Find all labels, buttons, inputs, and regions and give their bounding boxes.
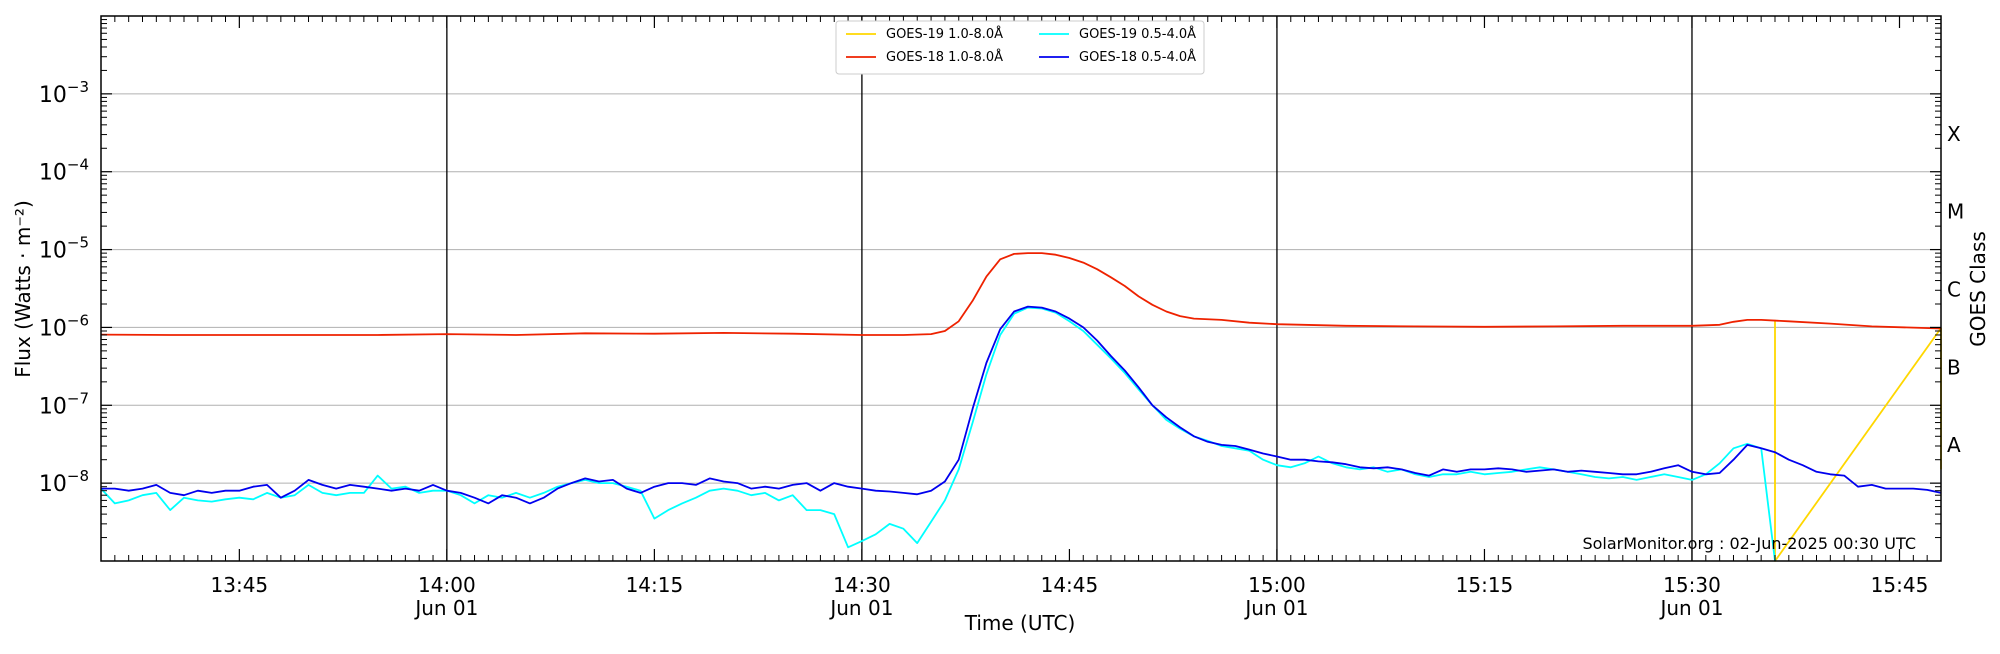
series-layer (100, 252, 1942, 562)
y-axis-title: Flux (Watts · m⁻²) (11, 200, 35, 378)
x-tick-label: 15:45 (1871, 573, 1929, 597)
series-line (100, 252, 1942, 336)
y-tick-labels: 10−8 10−7 10−6 10−5 10−4 10−3 (39, 78, 89, 497)
day-marker-lines (446, 16, 1693, 561)
y-tick-label: 10−8 (39, 467, 89, 497)
x-tick-label: 14:00 (418, 573, 476, 597)
grid-layer (101, 93, 1941, 484)
x-tick-date-label: Jun 01 (1658, 596, 1723, 620)
goes-class-label: X (1947, 122, 1961, 146)
x-tick-date-label: Jun 01 (1243, 596, 1308, 620)
legend-label: GOES-19 0.5-4.0Å (1079, 26, 1196, 42)
legend-box (835, 20, 1205, 75)
goes-class-label: A (1947, 433, 1961, 457)
series-line (1774, 319, 1942, 562)
series-line (100, 306, 1776, 562)
goes-class-label: B (1947, 355, 1961, 379)
right-axis-title: GOES Class (1966, 231, 1990, 347)
goes-class-labels: A B C M X (1947, 122, 1964, 457)
y-tick-label: 10−3 (39, 78, 89, 108)
legend-label: GOES-19 1.0-8.0Å (886, 26, 1003, 42)
series-line (101, 305, 1942, 505)
x-axis-title: Time (UTC) (964, 611, 1076, 635)
x-tick-date-label: Jun 01 (828, 596, 893, 620)
legend-label: GOES-18 0.5-4.0Å (1079, 49, 1196, 65)
tick-layer (100, 16, 1942, 561)
y-tick-label: 10−5 (39, 234, 89, 264)
y-tick-label: 10−6 (39, 311, 89, 341)
x-tick-date-label: Jun 01 (413, 596, 478, 620)
watermark: SolarMonitor.org : 02-Jun-2025 00:30 UTC (1582, 534, 1916, 553)
x-tick-label: 14:30 (833, 573, 891, 597)
legend-label: GOES-18 1.0-8.0Å (886, 49, 1003, 65)
x-tick-label: 14:45 (1041, 573, 1099, 597)
x-tick-label: 15:00 (1248, 573, 1306, 597)
x-tick-label: 15:30 (1663, 573, 1721, 597)
plot-frame (100, 15, 1942, 562)
x-tick-label: 13:45 (211, 573, 269, 597)
x-tick-label: 15:15 (1456, 573, 1514, 597)
y-tick-label: 10−4 (39, 156, 89, 186)
legend: GOES-19 1.0-8.0Å GOES-18 1.0-8.0Å GOES-19 … (835, 20, 1205, 75)
goes-class-label: M (1947, 200, 1964, 224)
x-tick-label: 14:15 (626, 573, 684, 597)
goes-class-label: C (1947, 278, 1961, 302)
y-tick-label: 10−7 (39, 389, 89, 419)
